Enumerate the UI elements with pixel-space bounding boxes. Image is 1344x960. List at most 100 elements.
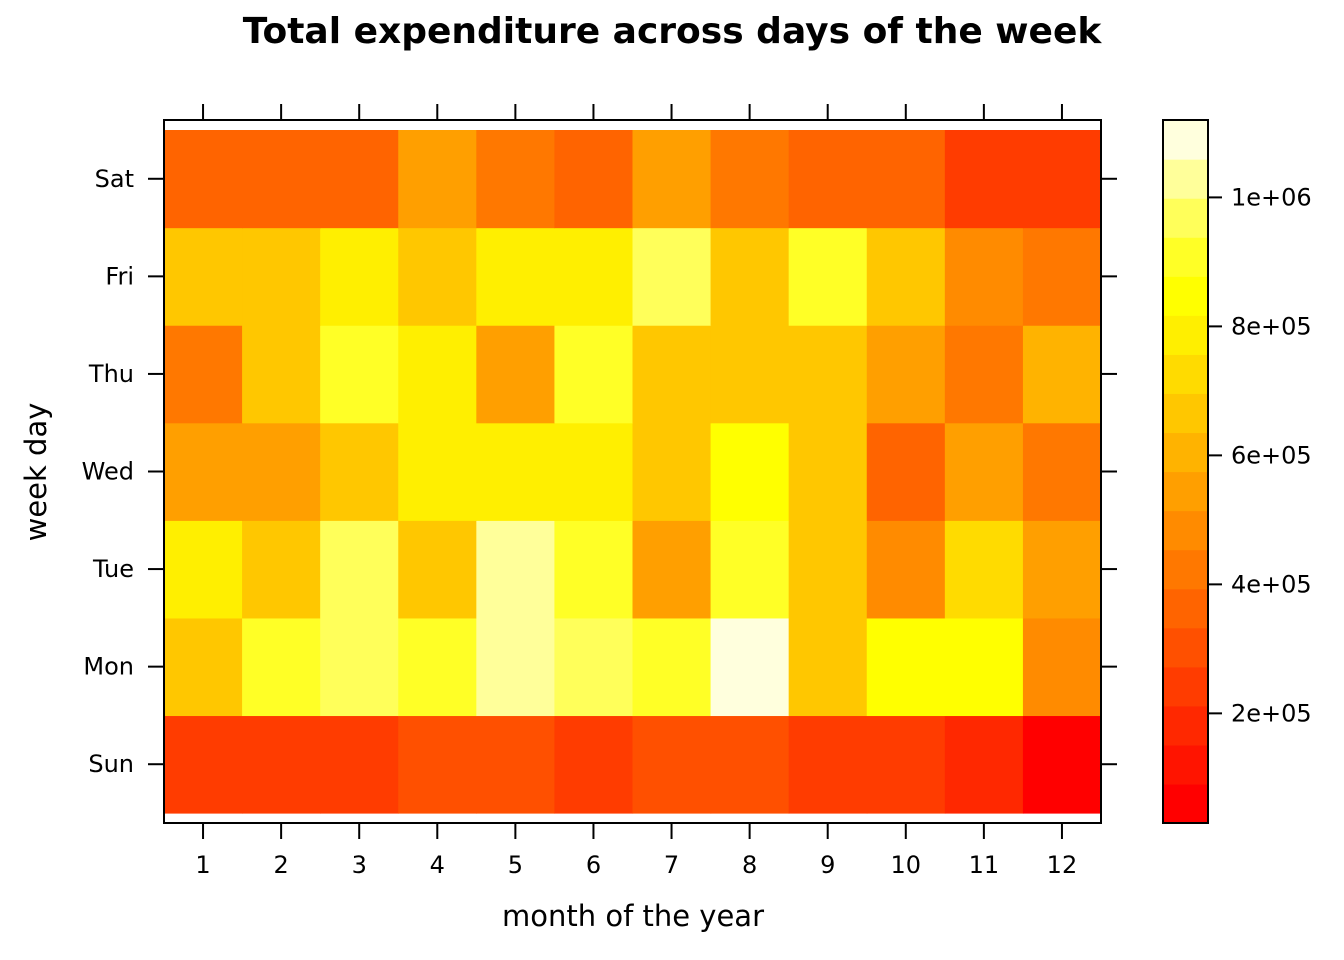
- colorbar-swatch: [1163, 237, 1208, 277]
- heatmap-cell-wed-7: [632, 422, 712, 521]
- heatmap-cell-mon-5: [476, 617, 556, 717]
- x-tick-label: 8: [742, 851, 757, 879]
- heatmap-cell-mon-8: [710, 617, 790, 717]
- heatmap-cell-fri-1: [164, 227, 243, 326]
- heatmap-cell-sat-1: [164, 130, 243, 229]
- heatmap-cell-sun-6: [554, 715, 634, 814]
- heatmap-cell-mon-1: [164, 617, 243, 717]
- heatmap-cell-wed-2: [242, 422, 321, 521]
- heatmap-cell-sat-10: [866, 130, 946, 229]
- x-tick-label: 9: [820, 851, 835, 879]
- heatmap-cell-sat-6: [554, 130, 634, 229]
- colorbar-swatch: [1163, 159, 1208, 199]
- heatmap-cell-fri-4: [398, 227, 477, 326]
- heatmap-cell-sun-1: [164, 715, 243, 814]
- heatmap-cell-sun-12: [1022, 715, 1102, 814]
- heatmap-cell-tue-11: [944, 520, 1024, 619]
- colorbar-swatch: [1163, 627, 1208, 668]
- heatmap-cell-tue-12: [1022, 520, 1102, 619]
- heatmap-cell-thu-7: [632, 325, 712, 424]
- heatmap-cell-thu-5: [476, 325, 556, 424]
- heatmap-cell-sat-9: [788, 130, 868, 229]
- x-tick-label: 3: [352, 851, 367, 879]
- heatmap-cell-wed-11: [944, 422, 1024, 521]
- heatmap-cell-sun-7: [632, 715, 712, 814]
- heatmap-cell-fri-3: [320, 227, 399, 326]
- colorbar-swatch: [1163, 120, 1208, 160]
- heatmap-cell-tue-2: [242, 520, 321, 619]
- heatmap-cell-sat-2: [242, 130, 321, 229]
- colorbar: 2e+05 4e+05 6e+05 8e+05 1e+06: [1162, 119, 1312, 824]
- heatmap-cell-tue-6: [554, 520, 634, 619]
- x-tick-label: 7: [664, 851, 679, 879]
- colorbar-tick-label: 2e+05: [1231, 699, 1312, 727]
- y-axis-label: week day: [19, 403, 53, 542]
- heatmap-cell-thu-8: [710, 325, 790, 424]
- heatmap-cell-sun-11: [944, 715, 1024, 814]
- y-tick-label: Fri: [105, 262, 134, 290]
- colorbar-swatch: [1163, 666, 1208, 707]
- heatmap-cell-fri-12: [1022, 227, 1102, 326]
- heatmap-cell-mon-2: [242, 617, 321, 717]
- heatmap-cell-tue-5: [476, 520, 556, 619]
- heatmap-cell-thu-6: [554, 325, 634, 424]
- heatmap-cell-wed-9: [788, 422, 868, 521]
- heatmap-cell-wed-4: [398, 422, 477, 521]
- heatmap-cell-thu-11: [944, 325, 1024, 424]
- x-tick-label: 2: [273, 851, 288, 879]
- x-tick-label: 12: [1047, 851, 1078, 879]
- heatmap-cell-fri-6: [554, 227, 634, 326]
- heatmap-cell-sat-3: [320, 130, 399, 229]
- y-tick-label: Sun: [88, 750, 134, 778]
- heatmap-cell-mon-7: [632, 617, 712, 717]
- y-tick-label: Sat: [95, 165, 134, 193]
- heatmap-cell-mon-12: [1022, 617, 1102, 717]
- heatmap-cell-wed-6: [554, 422, 634, 521]
- y-tick-label: Tue: [92, 555, 134, 583]
- heatmap-cell-wed-1: [164, 422, 243, 521]
- heatmap-cell-sat-12: [1022, 130, 1102, 229]
- heatmap-cell-thu-10: [866, 325, 946, 424]
- heatmap-cell-sun-2: [242, 715, 321, 814]
- colorbar-swatch: [1163, 744, 1208, 785]
- heatmap-cell-wed-5: [476, 422, 556, 521]
- heatmap-cell-fri-9: [788, 227, 868, 326]
- colorbar-swatch: [1163, 432, 1208, 473]
- heatmap-cell-fri-2: [242, 227, 321, 326]
- colorbar-swatch: [1163, 783, 1208, 824]
- heatmap-cell-wed-3: [320, 422, 399, 521]
- heatmap-cell-mon-10: [866, 617, 946, 717]
- heatmap-cell-thu-9: [788, 325, 868, 424]
- heatmap-cell-tue-9: [788, 520, 868, 619]
- heatmap-cell-sat-5: [476, 130, 556, 229]
- heatmap-cell-sun-8: [710, 715, 790, 814]
- colorbar-tick-label: 4e+05: [1231, 570, 1312, 598]
- heatmap-cell-mon-4: [398, 617, 477, 717]
- heatmap-cell-sat-7: [632, 130, 712, 229]
- colorbar-tick-label: 8e+05: [1231, 312, 1312, 340]
- x-tick-label: 10: [891, 851, 922, 879]
- x-tick-label: 4: [430, 851, 445, 879]
- heatmap-cell-tue-1: [164, 520, 243, 619]
- colorbar-swatch: [1163, 705, 1208, 746]
- heatmap-cell-tue-7: [632, 520, 712, 619]
- heatmap-cell-thu-2: [242, 325, 321, 424]
- heatmap-cell-tue-3: [320, 520, 399, 619]
- colorbar-swatch: [1163, 315, 1208, 355]
- heatmap-cell-fri-11: [944, 227, 1024, 326]
- colorbar-swatch: [1163, 354, 1208, 394]
- heatmap-cell-fri-8: [710, 227, 790, 326]
- heatmap-cell-tue-4: [398, 520, 477, 619]
- heatmap-cell-wed-10: [866, 422, 946, 521]
- heatmap-cell-mon-6: [554, 617, 634, 717]
- x-tick-label: 1: [195, 851, 210, 879]
- y-tick-label: Wed: [82, 458, 134, 486]
- heatmap-cell-sat-11: [944, 130, 1024, 229]
- colorbar-swatch: [1163, 276, 1208, 316]
- heatmap-cell-sun-5: [476, 715, 556, 814]
- colorbar-frame: [1162, 119, 1209, 824]
- y-tick-label: Mon: [83, 653, 134, 681]
- heatmap-cell-mon-3: [320, 617, 399, 717]
- x-tick-label: 11: [969, 851, 1000, 879]
- heatmap-cell-sat-8: [710, 130, 790, 229]
